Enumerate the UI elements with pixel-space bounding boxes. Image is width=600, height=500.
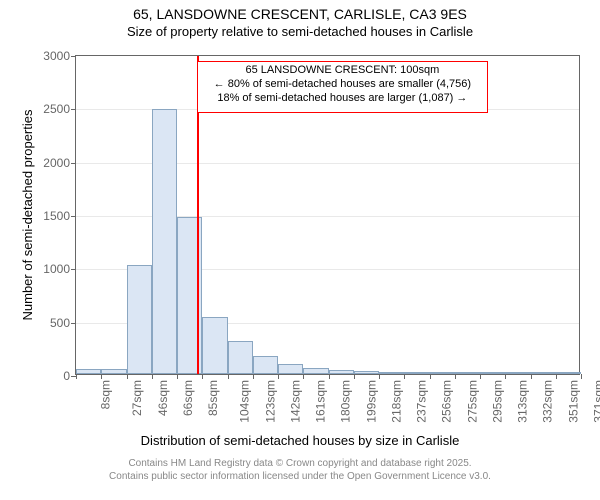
x-tick-mark <box>379 374 380 379</box>
y-tick-mark <box>71 269 76 270</box>
x-axis-label: Distribution of semi-detached houses by … <box>0 433 600 448</box>
histogram-bar <box>531 372 556 374</box>
histogram-bar <box>303 368 328 374</box>
x-tick-label: 66sqm <box>181 380 195 416</box>
x-tick-mark <box>455 374 456 379</box>
x-tick-mark <box>354 374 355 379</box>
x-tick-mark <box>531 374 532 379</box>
histogram-bar <box>329 370 354 374</box>
x-tick-label: 332sqm <box>541 380 555 423</box>
y-tick-label: 2000 <box>43 156 70 170</box>
x-tick-label: 237sqm <box>415 380 429 423</box>
histogram-bar <box>101 369 126 374</box>
x-tick-mark <box>127 374 128 379</box>
annotation-line: 65 LANSDOWNE CRESCENT: 100sqm <box>204 64 480 78</box>
y-tick-label: 2500 <box>43 102 70 116</box>
histogram-bar <box>505 372 530 374</box>
x-tick-mark <box>581 374 582 379</box>
y-tick-mark <box>71 56 76 57</box>
x-tick-mark <box>430 374 431 379</box>
plot-area: 65 LANSDOWNE CRESCENT: 100sqm← 80% of se… <box>75 55 580 375</box>
histogram-bar <box>202 317 227 374</box>
x-tick-label: 161sqm <box>314 380 328 423</box>
x-tick-label: 371sqm <box>591 380 600 423</box>
y-tick-label: 0 <box>63 369 70 383</box>
footer-line-1: Contains HM Land Registry data © Crown c… <box>128 458 471 469</box>
y-tick-label: 1000 <box>43 262 70 276</box>
y-tick-mark <box>71 323 76 324</box>
x-tick-mark <box>228 374 229 379</box>
x-tick-mark <box>202 374 203 379</box>
y-tick-label: 1500 <box>43 209 70 223</box>
histogram-bar <box>455 372 480 374</box>
x-tick-mark <box>101 374 102 379</box>
x-tick-label: 218sqm <box>389 380 403 423</box>
x-tick-label: 256sqm <box>440 380 454 423</box>
histogram-bar <box>430 372 455 374</box>
y-tick-label: 3000 <box>43 49 70 63</box>
x-tick-label: 27sqm <box>130 380 144 416</box>
chart-root: 65, LANSDOWNE CRESCENT, CARLISLE, CA3 9E… <box>0 0 600 500</box>
x-tick-label: 313sqm <box>516 380 530 423</box>
annotation-line: ← 80% of semi-detached houses are smalle… <box>204 78 480 92</box>
x-tick-label: 123sqm <box>263 380 277 423</box>
y-tick-mark <box>71 109 76 110</box>
y-tick-mark <box>71 163 76 164</box>
histogram-bar <box>404 372 429 374</box>
chart-title-line2: Size of property relative to semi-detach… <box>0 24 600 39</box>
x-tick-mark <box>303 374 304 379</box>
x-tick-label: 199sqm <box>364 380 378 423</box>
x-tick-mark <box>177 374 178 379</box>
y-tick-mark <box>71 216 76 217</box>
x-tick-mark <box>152 374 153 379</box>
x-tick-mark <box>480 374 481 379</box>
chart-title-line1: 65, LANSDOWNE CRESCENT, CARLISLE, CA3 9E… <box>0 6 600 22</box>
x-tick-label: 85sqm <box>206 380 220 416</box>
x-tick-label: 46sqm <box>156 380 170 416</box>
x-tick-mark <box>556 374 557 379</box>
attribution-footer: Contains HM Land Registry data © Crown c… <box>0 457 600 483</box>
x-tick-label: 142sqm <box>288 380 302 423</box>
x-tick-label: 295sqm <box>490 380 504 423</box>
annotation-line: 18% of semi-detached houses are larger (… <box>204 92 480 106</box>
x-tick-mark <box>76 374 77 379</box>
histogram-bar <box>278 364 303 374</box>
x-tick-mark <box>278 374 279 379</box>
x-tick-label: 180sqm <box>339 380 353 423</box>
histogram-bar <box>556 372 581 374</box>
x-tick-label: 104sqm <box>238 380 252 423</box>
footer-line-2: Contains public sector information licen… <box>109 471 491 482</box>
histogram-bar <box>127 265 152 374</box>
x-tick-mark <box>404 374 405 379</box>
histogram-bar <box>152 109 177 374</box>
annotation-box: 65 LANSDOWNE CRESCENT: 100sqm← 80% of se… <box>197 61 487 112</box>
y-axis-label: Number of semi-detached properties <box>20 55 35 375</box>
histogram-bar <box>480 372 505 374</box>
histogram-bar <box>228 341 253 374</box>
x-tick-mark <box>253 374 254 379</box>
x-tick-label: 8sqm <box>98 380 112 409</box>
y-tick-label: 500 <box>50 316 70 330</box>
x-tick-mark <box>505 374 506 379</box>
histogram-bar <box>76 369 101 374</box>
histogram-bar <box>253 356 278 374</box>
x-tick-label: 351sqm <box>566 380 580 423</box>
x-tick-mark <box>329 374 330 379</box>
x-tick-label: 275sqm <box>465 380 479 423</box>
histogram-bar <box>379 372 404 374</box>
histogram-bar <box>354 371 379 374</box>
